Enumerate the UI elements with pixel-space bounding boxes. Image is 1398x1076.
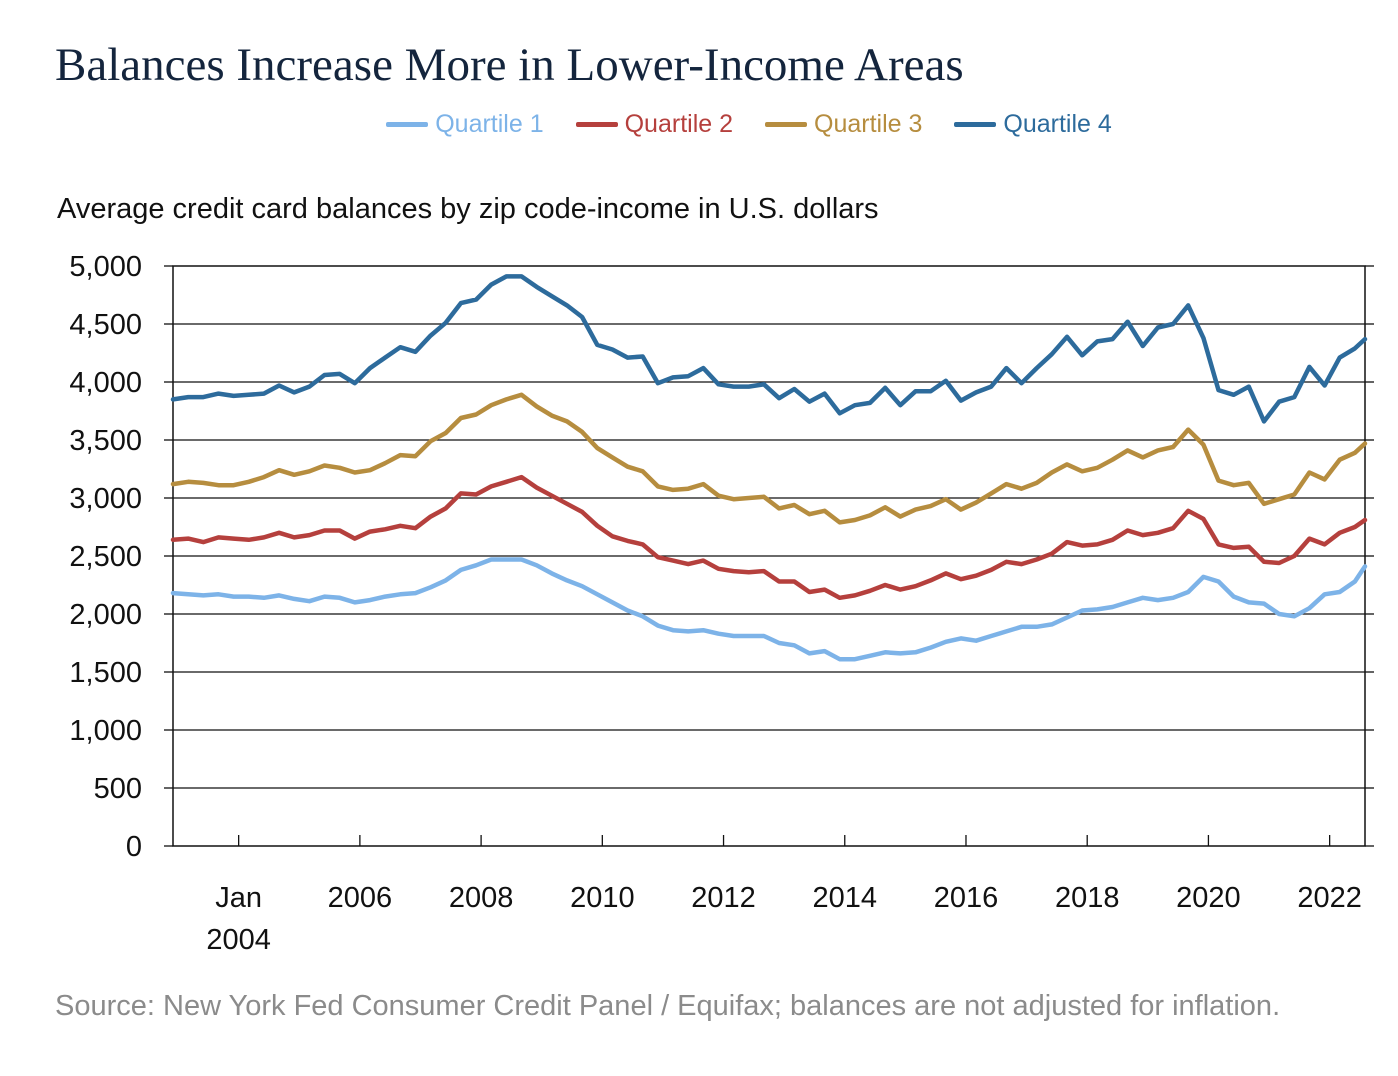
series-line-quartile-2 <box>170 474 1368 601</box>
y-tick-label-4500: 4,500 <box>69 309 142 341</box>
plot-frame <box>172 265 1366 847</box>
line-chart: 0 500 1,000 1,500 2,000 2,500 3,000 3,500 4,000 4… <box>69 251 1374 956</box>
chart-legend: Quartile 1 Quartile 2 Quartile 3 Quartil… <box>0 110 1398 139</box>
chart-title: Balances Increase More in Lower-Income A… <box>55 39 964 91</box>
y-tick-label-3000: 3,000 <box>69 483 142 515</box>
x-tick-label-2014: 2014 <box>813 882 878 914</box>
legend-label-quartile-2: Quartile 2 <box>624 110 733 138</box>
y-tick-label-1500: 1,500 <box>69 657 142 689</box>
y-tick-label-3500: 3,500 <box>69 425 142 457</box>
legend-label-quartile-3: Quartile 3 <box>814 110 923 138</box>
x-tick-label-2018: 2018 <box>1055 882 1120 914</box>
x-tick-label-2004: 2004 <box>206 924 271 956</box>
x-tick-label-2010: 2010 <box>570 882 635 914</box>
y-tick-label-4000: 4,000 <box>69 367 142 399</box>
legend-swatch-quartile-4 <box>954 122 997 127</box>
x-tick-label-2016: 2016 <box>934 882 999 914</box>
x-tick-label-Jan: Jan <box>215 882 262 914</box>
series-line-quartile-3 <box>170 392 1368 525</box>
legend-item-quartile-4: Quartile 4 <box>954 110 1112 139</box>
x-tick-label-2020: 2020 <box>1176 882 1241 914</box>
y-tick-label-1000: 1,000 <box>69 715 142 747</box>
legend-label-quartile-1: Quartile 1 <box>435 110 544 138</box>
x-tick-label-2006: 2006 <box>328 882 393 914</box>
legend-swatch-quartile-1 <box>386 122 429 127</box>
source-note: Source: New York Fed Consumer Credit Pan… <box>55 990 1281 1022</box>
series-line-quartile-4 <box>170 274 1368 424</box>
legend-label-quartile-4: Quartile 4 <box>1003 110 1112 138</box>
y-tick-label-5000: 5,000 <box>69 251 142 283</box>
legend-item-quartile-3: Quartile 3 <box>765 110 922 139</box>
x-tick-label-2012: 2012 <box>691 882 756 914</box>
legend-swatch-quartile-3 <box>765 122 807 127</box>
y-tick-label-2000: 2,000 <box>69 599 142 631</box>
legend-swatch-quartile-2 <box>575 122 618 127</box>
series-line-quartile-1 <box>170 557 1368 662</box>
chart-subtitle: Average credit card balances by zip code… <box>57 193 879 225</box>
legend-item-quartile-2: Quartile 2 <box>575 110 733 139</box>
y-tick-label-0: 0 <box>126 831 142 863</box>
x-tick-label-2022: 2022 <box>1297 882 1362 914</box>
y-tick-label-2500: 2,500 <box>69 541 142 573</box>
x-tick-label-2008: 2008 <box>449 882 514 914</box>
y-tick-label-500: 500 <box>94 773 142 805</box>
legend-item-quartile-1: Quartile 1 <box>386 110 544 139</box>
